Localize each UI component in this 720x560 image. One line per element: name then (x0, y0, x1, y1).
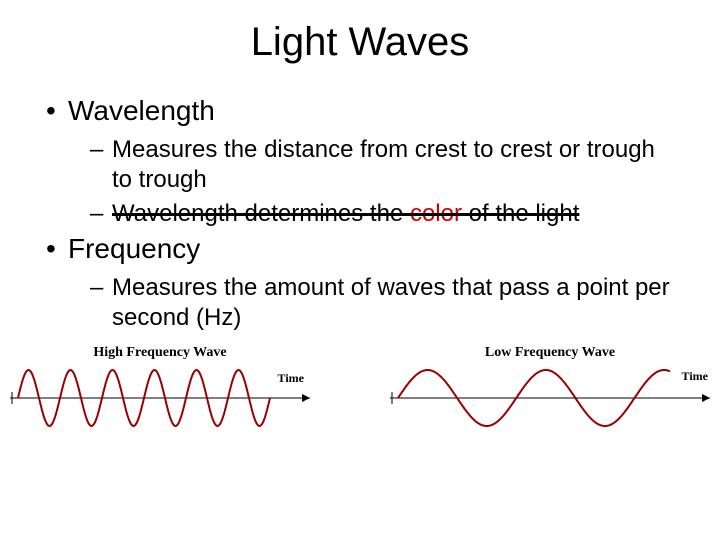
bullet-wavelength-sub2: Wavelength determines the color of the l… (40, 199, 680, 229)
bullet-frequency-sub1: Measures the amount of waves that pass a… (40, 273, 680, 333)
bullet-wavelength-sub1: Measures the distance from crest to cres… (40, 135, 680, 195)
color-word: color (410, 200, 462, 227)
strike-text: Wavelength determines the color of the l… (112, 200, 579, 227)
high-freq-wave (10, 363, 310, 433)
strike-post: of the light (462, 200, 579, 227)
low-freq-wave (390, 363, 710, 433)
content-area: Wavelength Measures the distance from cr… (0, 95, 720, 333)
low-freq-label: Low Frequency Wave (390, 345, 710, 361)
wave-row: High Frequency Wave Time Low Frequency W… (0, 345, 720, 438)
bullet-frequency: Frequency (40, 233, 680, 265)
high-freq-block: High Frequency Wave Time (10, 345, 310, 438)
high-time-label: Time (278, 371, 304, 386)
page-title: Light Waves (0, 20, 720, 65)
bullet-wavelength: Wavelength (40, 95, 680, 127)
low-freq-block: Low Frequency Wave Time (390, 345, 710, 438)
low-time-label: Time (682, 369, 708, 384)
strike-pre: Wavelength determines the (112, 200, 410, 227)
high-freq-label: High Frequency Wave (10, 345, 310, 361)
